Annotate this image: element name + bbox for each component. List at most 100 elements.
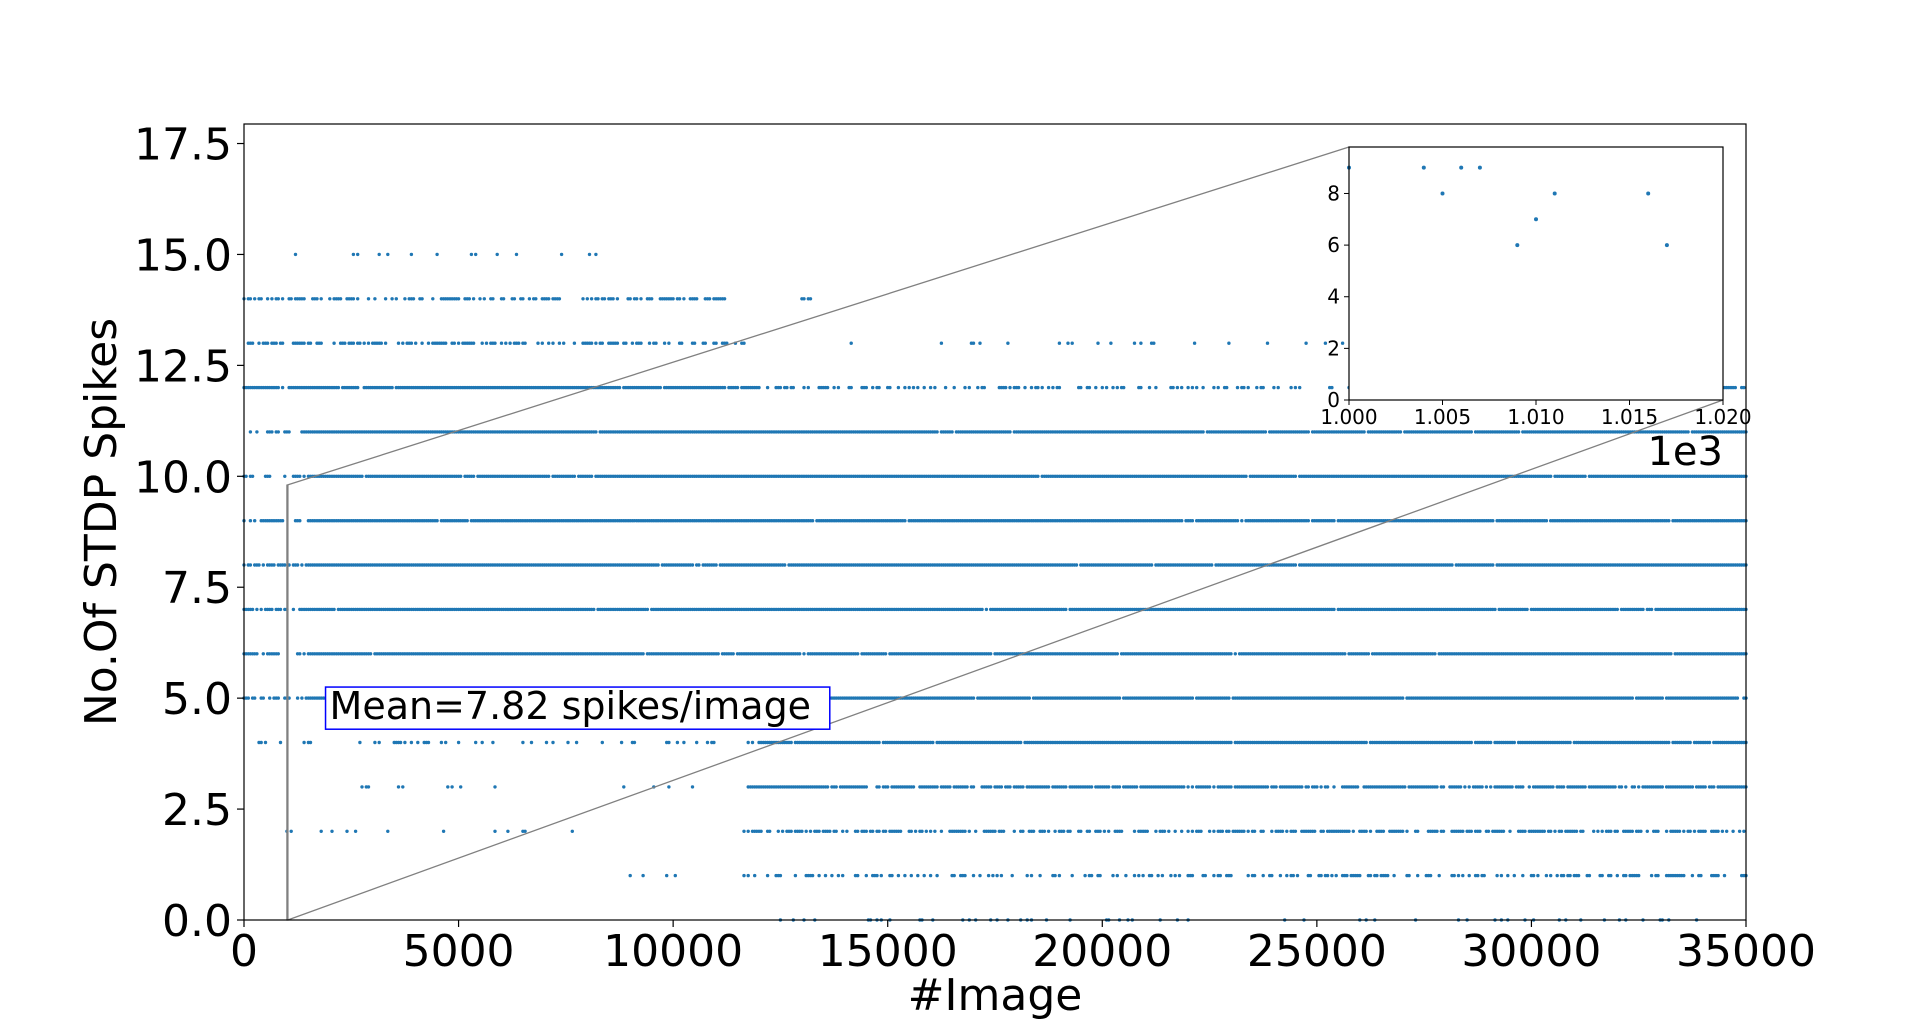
scatter-point (658, 385, 662, 390)
scatter-point (984, 607, 989, 612)
scatter-point (280, 341, 285, 345)
scatter-point (1615, 607, 1620, 612)
scatter-point (695, 297, 699, 301)
scatter-point (933, 385, 937, 390)
scatter-point (356, 297, 360, 301)
scatter-point (806, 385, 810, 390)
scatter-point (1139, 341, 1143, 345)
scatter-point (478, 297, 482, 301)
scatter-point (707, 297, 712, 301)
scatter-point (1096, 341, 1100, 345)
scatter-point (1293, 563, 1298, 567)
scatter-point (465, 519, 469, 523)
scatter-point (469, 252, 474, 257)
scatter-point (1192, 341, 1197, 345)
scatter-point (677, 297, 682, 301)
scatter-point (1733, 385, 1738, 390)
scatter-point (596, 297, 600, 301)
scatter-point (952, 385, 956, 390)
scatter-point (1362, 430, 1366, 434)
scatter-point (338, 297, 343, 301)
scatter-point (692, 341, 697, 345)
scatter-point (248, 430, 253, 434)
scatter-point (1066, 341, 1070, 345)
scatter-point (871, 385, 875, 390)
scatter-point (540, 341, 544, 345)
scatter-point (351, 252, 356, 257)
scatter-point (1046, 385, 1051, 390)
scatter-point (278, 607, 283, 612)
scatter-point (615, 297, 620, 301)
scatter-point (1649, 607, 1654, 612)
scatter-point (276, 652, 280, 656)
scatter-point (832, 385, 836, 390)
scatter-point (287, 430, 291, 434)
scatter-point (456, 297, 461, 301)
scatter-point (825, 385, 830, 390)
scatter-point (725, 341, 729, 345)
scatter-point (1265, 341, 1270, 345)
scatter-point (508, 341, 512, 345)
scatter-point (594, 252, 598, 257)
scatter-point (1293, 385, 1298, 390)
scatter-point (302, 297, 306, 301)
scatter-point (356, 252, 360, 257)
scatter-point (377, 252, 381, 257)
scatter-point (467, 297, 471, 301)
scatter-point (356, 385, 360, 390)
scatter-point (978, 341, 982, 345)
scatter-point (587, 252, 592, 257)
scatter-point (617, 385, 622, 390)
scatter-point (379, 341, 383, 345)
scatter-point (390, 385, 394, 390)
scatter-point (1040, 385, 1044, 390)
scatter-point (547, 474, 551, 478)
scatter-point (1229, 652, 1233, 656)
scatter-point (680, 341, 684, 345)
scatter-point (1306, 430, 1311, 434)
scatter-point (1669, 652, 1673, 656)
scatter-point (250, 474, 255, 478)
scatter-point (261, 563, 265, 567)
scatter-point (849, 341, 853, 345)
scatter-point (1180, 385, 1184, 390)
scatter-point (1186, 385, 1190, 390)
scatter-point (1261, 385, 1265, 390)
scatter-point (1016, 385, 1021, 390)
scatter-point (401, 341, 405, 345)
scatter-point (1201, 430, 1205, 434)
scatter-point (714, 563, 718, 567)
scatter-point (1139, 385, 1143, 390)
scatter-point (280, 297, 285, 301)
scatter-point (589, 474, 594, 478)
scatter-point (521, 297, 525, 301)
scatter-point (435, 519, 439, 523)
scatter-point (1525, 607, 1529, 612)
scatter-point (667, 341, 671, 345)
scatter-point (1190, 519, 1195, 523)
scatter-point (1051, 385, 1055, 390)
scatter-point (248, 563, 253, 567)
scatter-point (1242, 385, 1246, 390)
scatter-point (246, 696, 250, 700)
scatter-point (1149, 563, 1154, 567)
scatter-point (276, 297, 280, 301)
scatter-point (280, 519, 285, 523)
scatter-point (298, 652, 302, 656)
scatter-point (495, 252, 499, 257)
scatter-point (615, 341, 620, 345)
scatter-point (1122, 385, 1126, 390)
scatter-point (856, 652, 860, 656)
scatter-point (373, 297, 377, 301)
scatter-point (474, 252, 478, 257)
scatter-point (551, 341, 555, 345)
scatter-point (671, 297, 675, 301)
scatter-point (1004, 385, 1008, 390)
scatter-point (283, 563, 287, 567)
scatter-point (735, 385, 740, 390)
scatter-point (1100, 385, 1105, 390)
scatter-point (452, 341, 456, 345)
scatter-point (366, 297, 371, 301)
scatter-point (1057, 341, 1062, 345)
scatter-point (1332, 607, 1336, 612)
